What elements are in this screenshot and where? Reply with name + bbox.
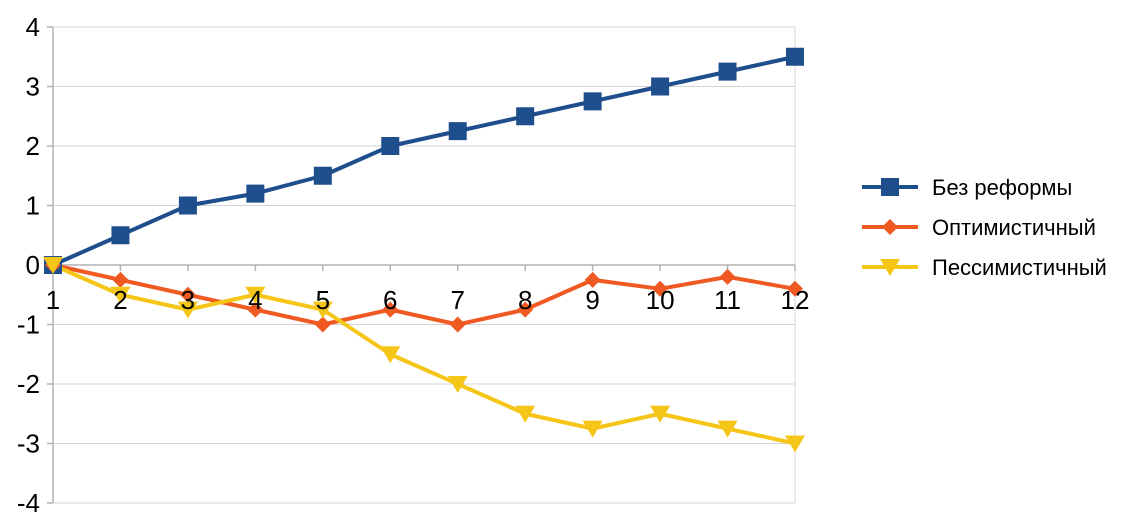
series-line-1: [51, 54, 797, 267]
y-tick-label: -4: [17, 488, 40, 514]
legend-label: Пессимистичный: [932, 255, 1107, 280]
data-point-marker: [178, 196, 197, 215]
legend-label: Без реформы: [932, 175, 1072, 200]
legend-marker: [882, 219, 898, 235]
data-point-marker: [787, 280, 803, 297]
data-point-marker: [177, 301, 198, 319]
y-tick-label: 4: [26, 12, 40, 42]
data-point-marker: [584, 271, 601, 288]
data-point-marker: [786, 47, 804, 66]
data-point-marker: [111, 226, 130, 245]
axes: [47, 26, 796, 504]
data-point-marker: [516, 107, 535, 126]
legend: Без реформы Оптимистичный Пессимистичный: [862, 175, 1107, 280]
x-tick-label: 11: [714, 285, 741, 315]
data-point-marker: [312, 301, 333, 319]
x-tick-label: 3: [181, 285, 195, 315]
data-point-marker: [110, 286, 131, 304]
series-lines: [51, 54, 797, 446]
data-point-marker: [245, 286, 266, 304]
legend-marker: [880, 259, 900, 276]
y-tick-label: 3: [26, 72, 40, 102]
y-tick-label: 1: [26, 191, 40, 221]
x-tick-label: 1: [46, 285, 60, 315]
data-point-marker: [651, 77, 670, 96]
data-point-marker: [112, 271, 129, 288]
data-point-marker: [382, 301, 399, 318]
data-point-marker: [650, 405, 671, 423]
data-point-marker: [448, 122, 467, 141]
series-line-2: [51, 263, 797, 327]
data-point-marker: [517, 301, 534, 318]
data-point-marker: [314, 316, 331, 333]
data-point-marker: [449, 316, 466, 333]
y-tick-label: -1: [17, 310, 40, 340]
x-tick-label: 10: [646, 285, 675, 315]
data-point-marker: [582, 420, 603, 438]
data-point-marker: [583, 92, 602, 111]
y-tick-label: -2: [17, 369, 40, 399]
series-line-3: [51, 263, 797, 446]
x-tick-label: 4: [248, 285, 262, 315]
data-point-marker: [247, 301, 264, 318]
x-tick-label: 5: [316, 285, 330, 315]
y-tick-label: -3: [17, 429, 40, 459]
legend-marker: [881, 178, 899, 196]
data-point-marker: [313, 166, 332, 185]
data-point-marker: [719, 268, 736, 285]
data-point-marker: [718, 62, 737, 81]
data-point-marker: [447, 376, 468, 393]
data-point-marker: [381, 137, 400, 155]
x-tick-label: 7: [450, 285, 464, 315]
x-tick-label: 12: [781, 285, 810, 315]
data-point-marker: [43, 257, 63, 274]
x-tick-label: 9: [585, 285, 599, 315]
data-point-marker: [179, 286, 196, 303]
x-tick-label: 8: [518, 285, 532, 315]
x-tick-label: 6: [383, 285, 397, 315]
legend-label: Оптимистичный: [932, 215, 1096, 240]
series-markers: [43, 47, 805, 453]
y-tick-label: 2: [26, 131, 40, 161]
data-point-marker: [785, 435, 805, 453]
y-tick-label: 0: [26, 250, 40, 280]
x-tick-label: 2: [113, 285, 127, 315]
data-point-marker: [515, 405, 536, 423]
data-point-marker: [246, 184, 265, 203]
data-point-marker: [380, 346, 401, 364]
data-point-marker: [652, 280, 669, 297]
data-point-marker: [717, 420, 738, 438]
